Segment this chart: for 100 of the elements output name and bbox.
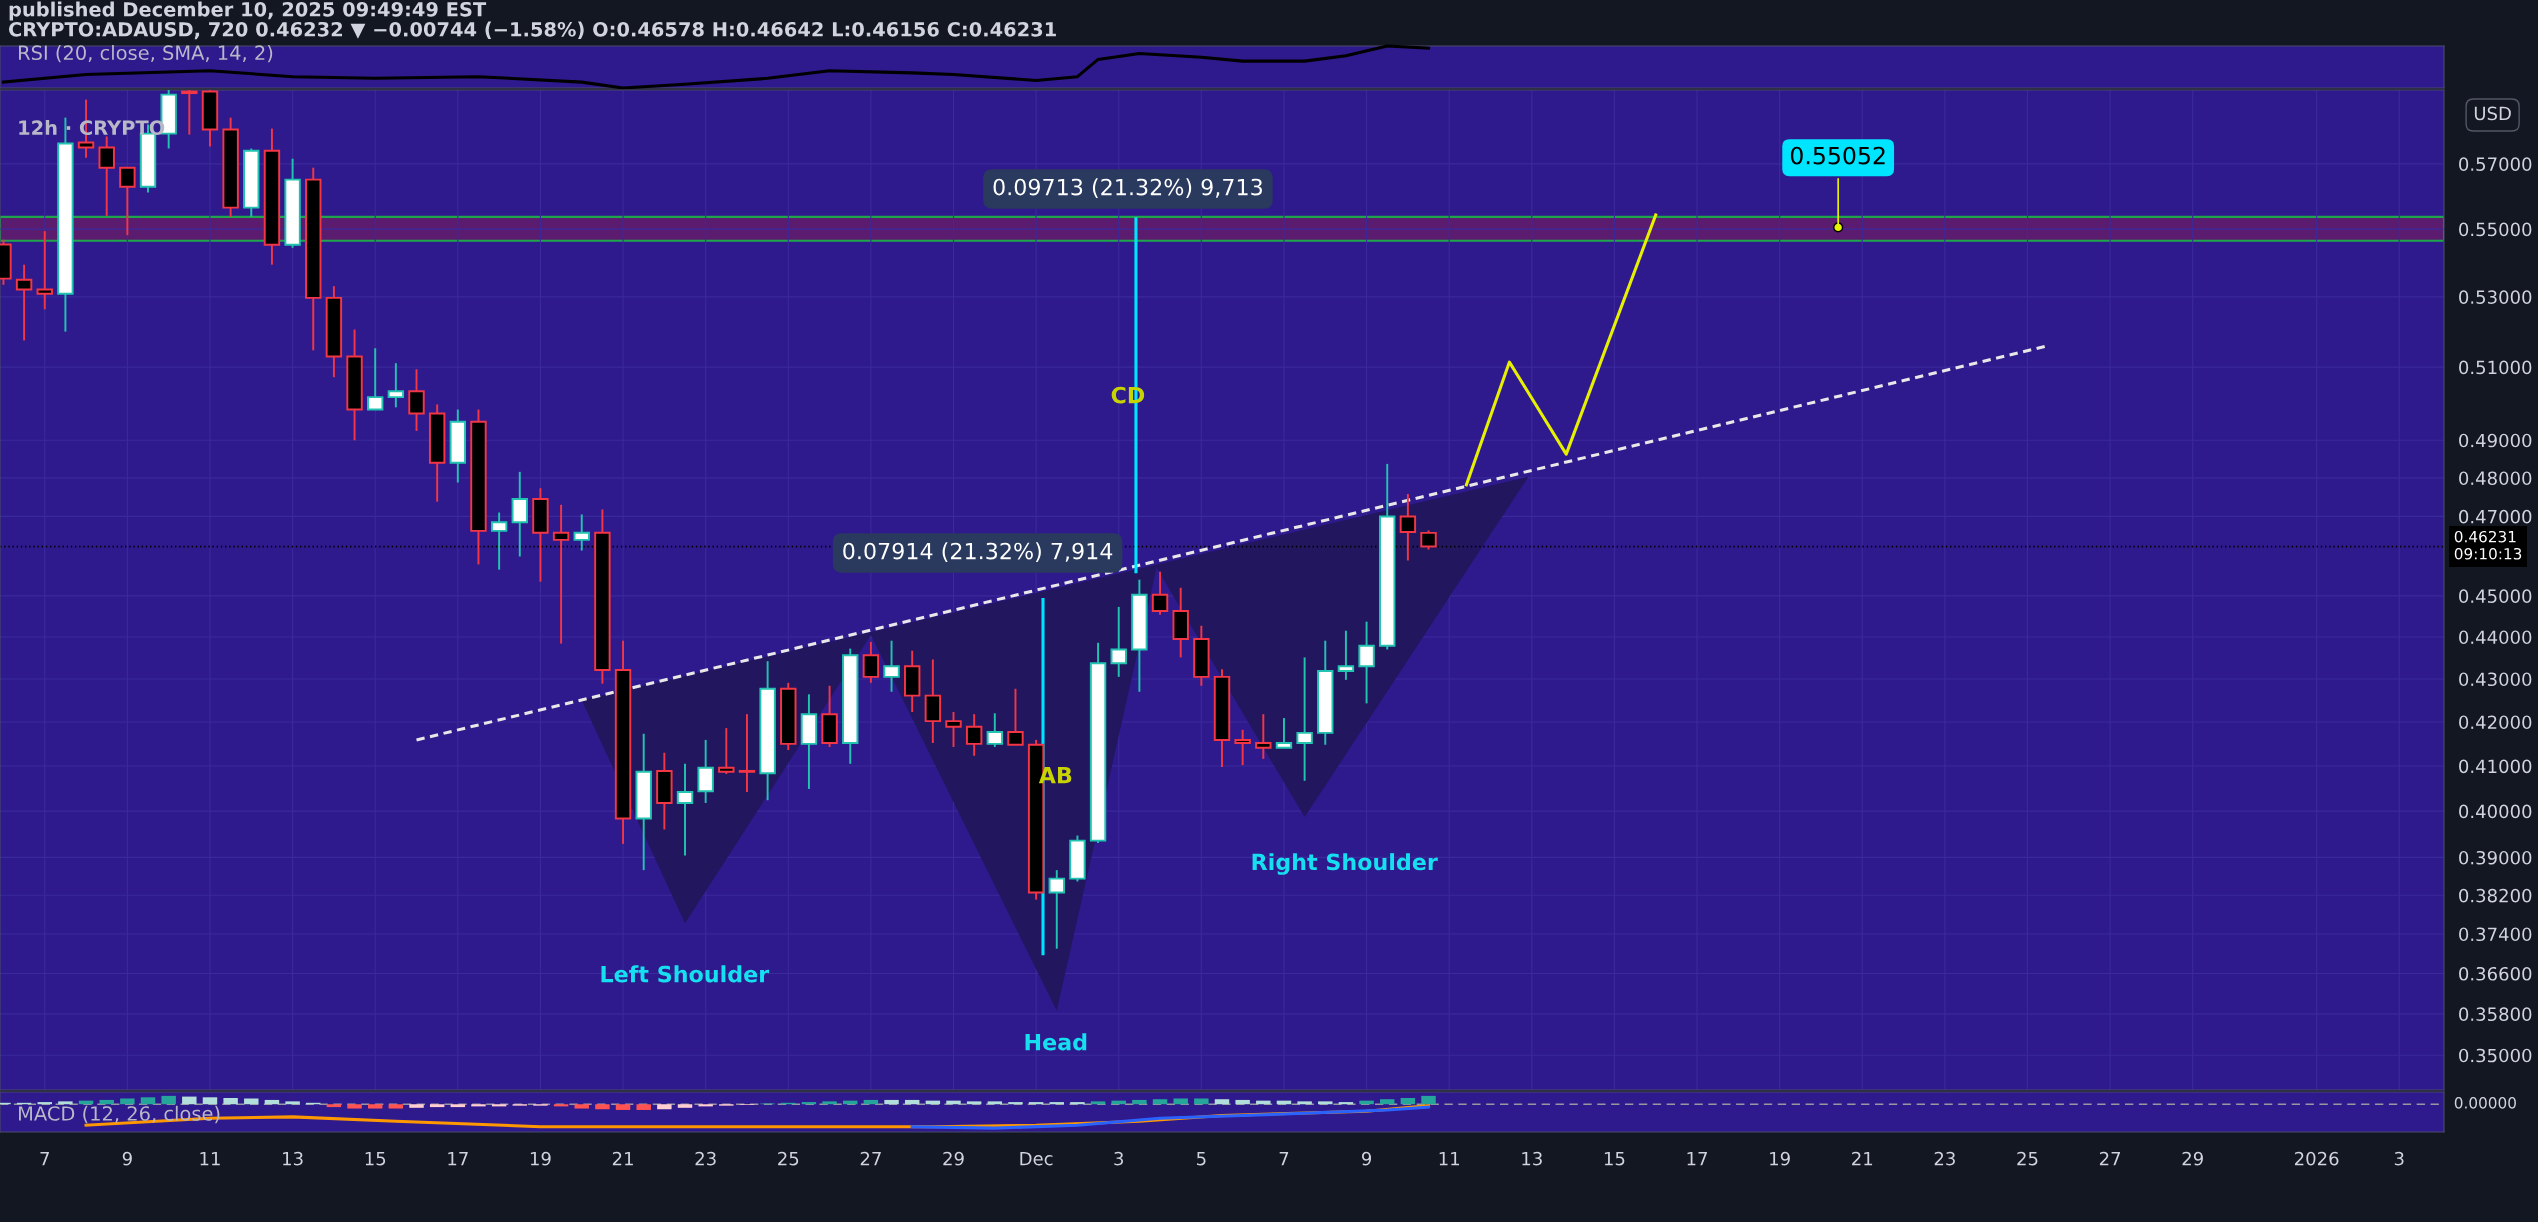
bar	[1028, 1102, 1044, 1105]
x-tick-label: 25	[2017, 1151, 2038, 1166]
candlestick	[1007, 687, 1024, 746]
bar	[367, 1104, 383, 1109]
bar	[1400, 1098, 1416, 1105]
y-tick-label: 0.48000	[2459, 471, 2532, 486]
candlestick	[36, 230, 53, 311]
x-tick-label: 7	[40, 1152, 49, 1166]
x-tick-label: 9	[122, 1151, 132, 1166]
y-tick-label: 0.47000	[2459, 509, 2532, 524]
candlestick	[490, 511, 508, 571]
annotation: 0.09713 (21.32%) 9,713	[993, 178, 1262, 199]
bar	[202, 1097, 218, 1105]
candlestick	[718, 727, 735, 776]
annotation: Head	[1025, 1033, 1087, 1051]
y-tick-label: 0.39000	[2459, 850, 2532, 865]
y-axis-title: USD	[2474, 106, 2511, 121]
y-tick-label: 0.49000	[2459, 433, 2532, 448]
bar	[595, 1104, 610, 1110]
x-tick-label: 15	[1604, 1152, 1625, 1166]
candlestick	[697, 738, 714, 804]
candlestick	[965, 713, 983, 757]
candlestick	[1234, 728, 1251, 767]
bar	[1194, 1098, 1209, 1105]
candlestick	[676, 762, 694, 857]
x-tick-label: 29	[2182, 1151, 2203, 1166]
candlestick	[511, 470, 528, 558]
x-tick-label: 13	[283, 1151, 303, 1166]
candlestick	[98, 135, 115, 217]
bar	[120, 1098, 135, 1105]
bar	[450, 1104, 466, 1108]
bar	[244, 1098, 259, 1105]
candlestick	[181, 90, 198, 136]
candlestick	[986, 712, 1004, 748]
data-label: 0.55052	[1790, 146, 1885, 165]
bar	[1297, 1101, 1312, 1105]
y-tick-label: 0.36600	[2459, 966, 2532, 981]
text: published December 10, 2025 09:49:49 EST	[9, 1, 487, 21]
x-tick-label: 23	[1934, 1151, 1955, 1166]
x-tick-label: 29	[943, 1151, 964, 1166]
bar	[698, 1104, 713, 1107]
candlestick	[1358, 620, 1375, 705]
x-tick-label: 15	[365, 1152, 386, 1166]
y-tick-label: 0.37400	[2459, 927, 2532, 942]
bar	[677, 1104, 693, 1108]
x-tick-label: 3	[1114, 1151, 1124, 1166]
bar	[223, 1098, 238, 1105]
bar	[182, 1096, 197, 1105]
bar	[987, 1101, 1003, 1105]
candlestick	[1275, 717, 1293, 749]
candlestick	[573, 513, 590, 552]
candlestick	[408, 368, 425, 432]
bar	[1152, 1099, 1168, 1105]
bar	[409, 1104, 424, 1108]
candlestick	[367, 347, 384, 411]
bar	[553, 1104, 569, 1107]
candlestick	[862, 640, 880, 684]
bar	[491, 1104, 507, 1107]
candlestick	[387, 362, 405, 409]
bar	[264, 1099, 280, 1105]
y-tick-label: 0.51000	[2459, 360, 2532, 375]
bar	[140, 1097, 156, 1105]
y-tick-label: 0.41000	[2459, 759, 2532, 774]
bar	[99, 1099, 114, 1105]
bar	[884, 1099, 899, 1105]
line-series	[1464, 213, 1658, 487]
bar	[1070, 1102, 1085, 1105]
candlestick	[1255, 713, 1272, 760]
bar	[347, 1104, 362, 1109]
candlestick	[15, 263, 33, 342]
annotation: 0.07914 (21.32%) 7,914	[843, 542, 1113, 563]
x-tick-label: 13	[1522, 1151, 1542, 1166]
x-tick-label: 9	[1361, 1151, 1372, 1166]
x-tick-label: 21	[612, 1151, 633, 1166]
candlestick	[738, 713, 756, 794]
text: CRYPTO:ADAUSD, 720 0.46232 ▼ −0.00744 (−1.58%) O:0.46578 H:0.46642 L:0.46156 C:0.46231	[8, 21, 1056, 40]
bar	[1049, 1102, 1064, 1105]
y-tick-label: 0.55000	[2459, 222, 2532, 237]
x-tick-label: 27	[2099, 1151, 2121, 1166]
x-tick-label: 5	[1197, 1152, 1206, 1166]
bar	[1380, 1099, 1395, 1105]
annotation: Right Shoulder	[1252, 853, 1438, 875]
bar	[801, 1102, 817, 1105]
candlestick	[883, 639, 900, 693]
bar	[326, 1104, 342, 1108]
bar	[1008, 1102, 1023, 1105]
bar	[429, 1104, 445, 1108]
x-tick-label: 2026	[2294, 1151, 2339, 1166]
x-tick-label: 19	[530, 1151, 551, 1166]
bar	[1235, 1099, 1250, 1105]
x-tick-label: 21	[1852, 1151, 1873, 1166]
x-tick-label: Dec	[1020, 1152, 1053, 1166]
y-tick-label: 0.57000	[2459, 157, 2532, 171]
bar	[471, 1104, 486, 1107]
bar	[1421, 1095, 1436, 1105]
ref-line-label: 0.00000	[2454, 1097, 2516, 1109]
x-tick-label: 3	[2394, 1151, 2404, 1166]
candlestick	[119, 166, 136, 237]
bar	[1173, 1098, 1188, 1105]
y-tick-label: 0.43000	[2459, 672, 2532, 687]
